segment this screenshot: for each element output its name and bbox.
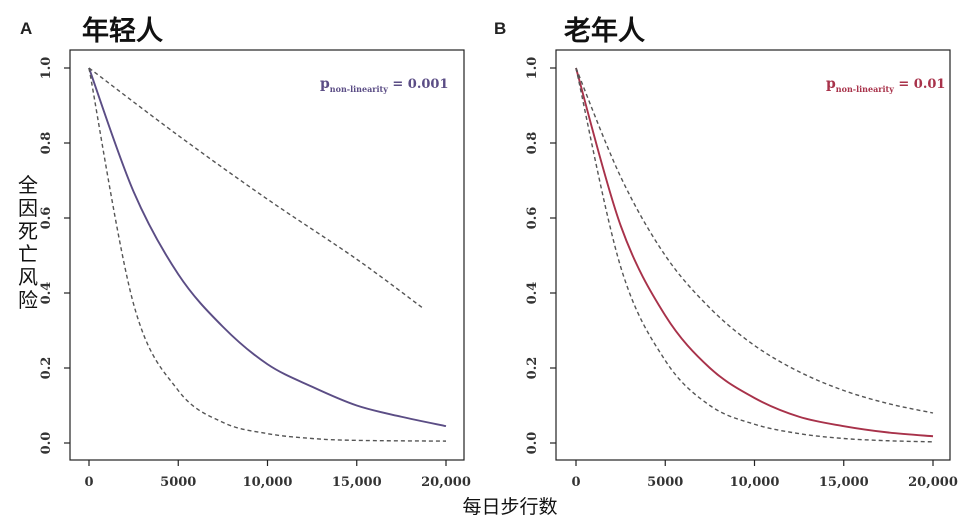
y-axis-label-char: 因 xyxy=(18,196,38,220)
panel-a-plot-frame xyxy=(69,49,465,461)
panel-b-plot-frame xyxy=(555,49,951,461)
panel-a-upper-ci-line xyxy=(88,67,424,309)
y-axis-label-char: 险 xyxy=(18,288,38,312)
y-axis-label-char: 风 xyxy=(18,265,38,289)
panel-a-x-tick-label: 10,000 xyxy=(243,475,293,490)
panel-a-marks: 0 5000 10,000 15,000 20,000 0.0 0.2 0.4 0.6 0.8 1.… xyxy=(39,57,471,490)
panel-b-y-tick-label: 0.2 xyxy=(525,357,540,380)
panel-b-estimate-line xyxy=(575,67,934,438)
panel-a-estimate-line xyxy=(88,67,447,428)
panel-b-y-tick-label: 1.0 xyxy=(525,57,540,80)
panel-a-x-tick-label: 5000 xyxy=(160,475,196,490)
panel-a-x-tick-label: 20,000 xyxy=(421,475,471,490)
panel-b: B 老年人 0 5000 10,000 15,000 20,000 0.0 0.2 0.4 0.… xyxy=(494,15,958,490)
panel-a-y-tick-label: 1.0 xyxy=(39,57,54,80)
panel-b-p-symbol: p xyxy=(826,76,836,92)
panel-b-marks: 0 5000 10,000 15,000 20,000 0.0 0.2 0.4 0.6 0.8 1.… xyxy=(525,57,958,490)
y-axis-label: 全因死亡风险 xyxy=(18,173,38,312)
panel-b-x-tick-label: 5000 xyxy=(647,475,683,490)
panel-a-p-value: = 0.001 xyxy=(388,77,449,92)
panel-a-p-symbol: p xyxy=(320,76,330,92)
panel-a-y-tick-label: 0.4 xyxy=(39,282,54,305)
panel-b-y-tick-label: 0.0 xyxy=(525,432,540,455)
panel-b-p-subscript: non-linearity xyxy=(836,84,894,94)
panel-a-x-tick-label: 15,000 xyxy=(332,475,382,490)
panel-b-y-tick-label: 0.4 xyxy=(525,282,540,305)
panel-a-y-tick-label: 0.6 xyxy=(39,207,54,230)
panel-a-y-tick-label: 0.8 xyxy=(39,132,54,155)
panel-b-x-tick-label: 20,000 xyxy=(908,475,958,490)
panel-a-y-tick-label: 0.2 xyxy=(39,357,54,380)
panel-a-p-annotation: pnon-linearity = 0.001 xyxy=(320,76,449,94)
panel-a-y-tick-label: 0.0 xyxy=(39,432,54,455)
panel-b-x-tick-label: 15,000 xyxy=(819,475,869,490)
panel-a-p-subscript: non-linearity xyxy=(330,84,388,94)
panel-b-upper-ci-line xyxy=(575,67,934,414)
panel-b-p-annotation: pnon-linearity = 0.01 xyxy=(826,76,945,94)
panel-b-lower-ci-line xyxy=(575,67,934,443)
y-axis-label-char: 亡 xyxy=(18,242,38,266)
panel-b-letter: B xyxy=(494,19,506,38)
panel-a-lower-ci-line xyxy=(88,67,447,442)
panel-b-y-tick-label: 0.8 xyxy=(525,132,540,155)
panel-b-p-value: = 0.01 xyxy=(894,77,946,92)
panel-a-letter: A xyxy=(20,19,32,38)
panel-a-x-tick-label: 0 xyxy=(84,475,93,490)
panel-a: A 年轻人 0 5000 10,000 15,000 20,000 0.0 0.2 0.4 0.… xyxy=(20,15,471,490)
y-axis-label-char: 死 xyxy=(18,219,38,243)
panel-a-title: 年轻人 xyxy=(82,15,163,47)
y-axis-label-char: 全 xyxy=(18,173,38,197)
panel-b-y-tick-label: 0.6 xyxy=(525,207,540,230)
x-axis-label: 每日步行数 xyxy=(462,496,557,518)
panel-b-x-tick-label: 10,000 xyxy=(730,475,780,490)
panel-b-x-tick-label: 0 xyxy=(571,475,580,490)
panel-b-title: 老年人 xyxy=(564,15,645,47)
